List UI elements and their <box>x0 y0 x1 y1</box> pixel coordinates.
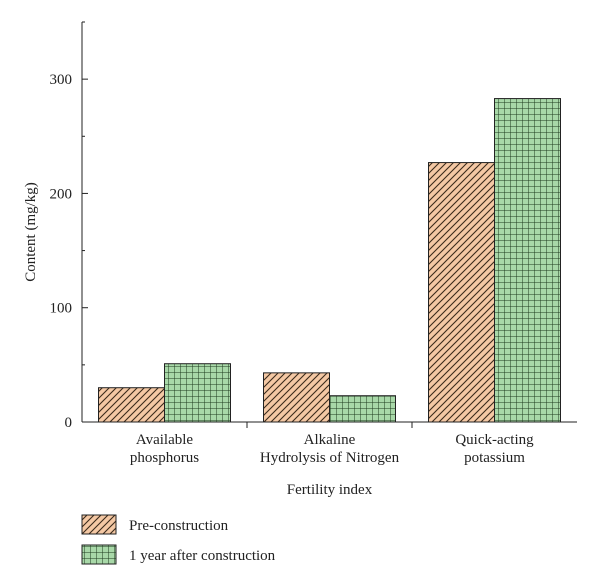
y-tick-label: 0 <box>65 415 73 431</box>
legend-swatch <box>81 514 117 535</box>
legend-swatch <box>81 544 117 565</box>
bar-after-construction <box>164 363 231 423</box>
y-tick-label: 300 <box>50 72 73 88</box>
x-tick-label: potassium <box>464 450 525 466</box>
x-tick-label: phosphorus <box>130 450 199 466</box>
x-tick-label: Alkaline <box>304 432 356 448</box>
legend-entry: 1 year after construction <box>129 548 276 564</box>
bar-after-construction <box>329 395 396 423</box>
x-tick-label: Quick-acting <box>455 432 534 448</box>
bar-pre-construction <box>263 372 330 423</box>
y-axis-label: Content (mg/kg) <box>23 182 39 282</box>
labels: Content (mg/kg) Available phosphorus Alkali… <box>23 182 534 498</box>
x-tick-label: Hydrolysis of Nitrogen <box>260 450 400 466</box>
bars <box>98 98 561 423</box>
bar-pre-construction <box>428 162 495 423</box>
y-tick-label: 200 <box>50 186 73 202</box>
legend: Pre-construction 1 year after constructio… <box>81 514 276 565</box>
legend-entry: Pre-construction <box>129 518 229 534</box>
y-tick-label: 100 <box>50 301 73 317</box>
x-tick-label: Available <box>136 432 194 448</box>
x-axis-label: Fertility index <box>287 482 373 498</box>
bar-after-construction <box>494 98 561 423</box>
bar-pre-construction <box>98 387 165 423</box>
